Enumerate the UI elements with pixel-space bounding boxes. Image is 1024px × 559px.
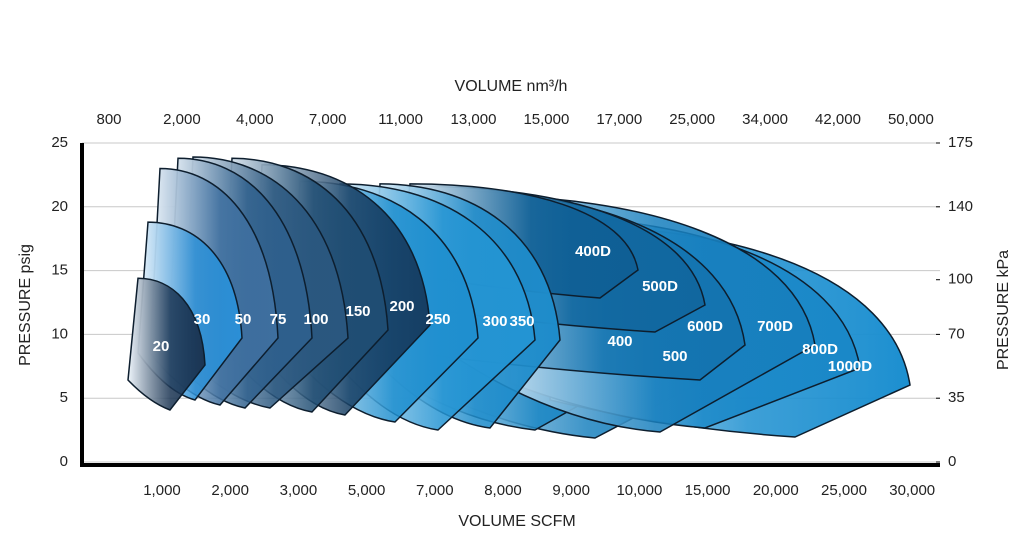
envelope: [127, 277, 206, 411]
x-tick-label: 15,000: [685, 482, 731, 499]
y-tick-label: 10: [51, 325, 68, 342]
x2-tick-label: 2,000: [163, 111, 201, 128]
x-tick-label: 2,000: [211, 482, 249, 499]
x2-tick-label: 11,000: [378, 111, 423, 128]
envelope-label: 500: [662, 348, 687, 365]
y2-tick-label: 175: [948, 134, 973, 151]
y-tick-label: 5: [60, 389, 68, 406]
x-tick-label: 30,000: [889, 482, 935, 499]
x-tick-label: 5,000: [348, 482, 386, 499]
y2-axis-title: PRESSURE kPa: [995, 250, 1012, 370]
x2-tick-label: 800: [96, 111, 121, 128]
x2-tick-label: 15,000: [523, 111, 569, 128]
x2-axis-title: VOLUME nm³/h: [455, 78, 568, 95]
envelope-label: 100: [303, 311, 328, 328]
envelope-label: 200: [389, 298, 414, 315]
x-tick-label: 25,000: [821, 482, 867, 499]
y2-tick-label: 140: [948, 198, 973, 215]
envelope-label: 250: [425, 311, 450, 328]
x2-tick-label: 50,000: [888, 111, 934, 128]
x-tick-label: 7,000: [416, 482, 454, 499]
y2-tick-label: 35: [948, 389, 965, 406]
y2-tick-label: 0: [948, 453, 956, 470]
envelope-label: 30: [194, 311, 211, 328]
x2-tick-label: 4,000: [236, 111, 274, 128]
x-tick-label: 20,000: [753, 482, 799, 499]
x-tick-label: 9,000: [552, 482, 590, 499]
y-tick-label: 0: [60, 453, 68, 470]
x-tick-label: 8,000: [484, 482, 522, 499]
envelope-label: 400: [607, 333, 632, 350]
envelope-label: 75: [270, 311, 287, 328]
y-tick-label: 25: [51, 134, 68, 151]
x2-tick-label: 42,000: [815, 111, 861, 128]
x-tick-label: 10,000: [616, 482, 662, 499]
envelope-label: 1000D: [828, 358, 872, 375]
envelope-label: 700D: [757, 318, 793, 335]
envelope-label: 600D: [687, 318, 723, 335]
envelope-label: 400D: [575, 243, 611, 260]
x2-tick-label: 7,000: [309, 111, 347, 128]
x-tick-label: 1,000: [143, 482, 181, 499]
x2-tick-label: 17,000: [596, 111, 642, 128]
x2-tick-label: 13,000: [451, 111, 497, 128]
x2-tick-label: 34,000: [742, 111, 788, 128]
x2-tick-label: 25,000: [669, 111, 715, 128]
y2-tick-label: 100: [948, 271, 973, 288]
envelope-label: 500D: [642, 278, 678, 295]
envelope-label: 350: [509, 313, 534, 330]
y-axis-title: PRESSURE psig: [17, 244, 34, 366]
y-tick-label: 20: [51, 198, 68, 215]
y-tick-label: 15: [51, 262, 68, 279]
envelope-label: 150: [345, 303, 370, 320]
envelope-label: 20: [153, 338, 170, 355]
x-axis-title: VOLUME SCFM: [458, 513, 575, 530]
envelope-label: 300: [482, 313, 507, 330]
x-tick-label: 3,000: [280, 482, 318, 499]
y2-tick-label: 70: [948, 325, 965, 342]
envelope-label: 800D: [802, 341, 838, 358]
envelope-label: 50: [235, 311, 252, 328]
